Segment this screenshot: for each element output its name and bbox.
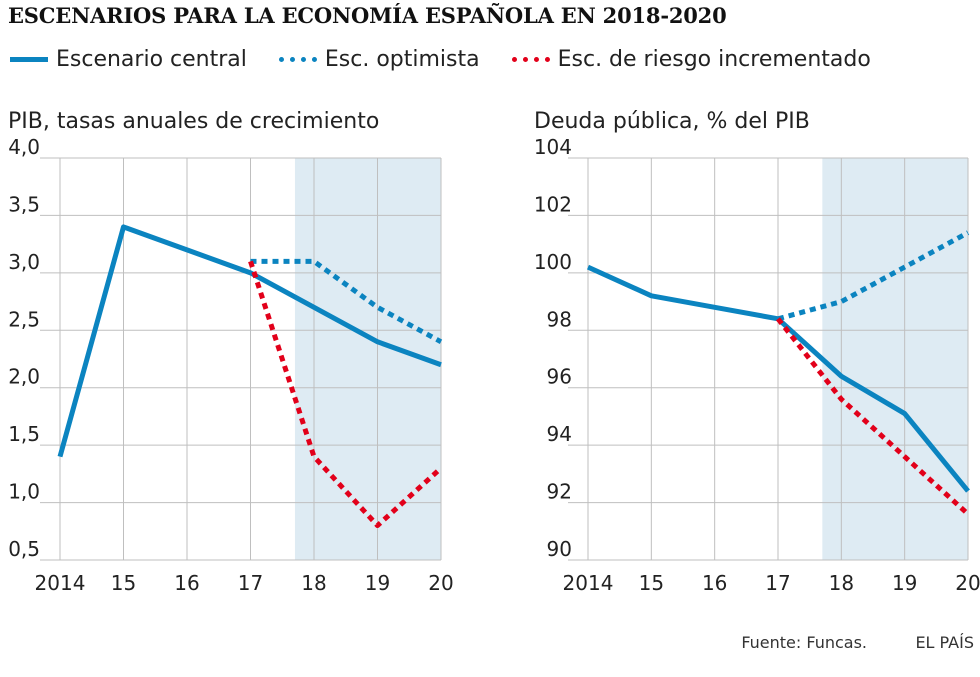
pib-xtick-label-0: 2014: [35, 571, 86, 595]
legend-swatch-optimista: [278, 56, 317, 62]
pib-forecast-shade: [294, 158, 441, 560]
deuda-forecast-shade: [822, 158, 968, 560]
pib-ytick-label-6: 3,5: [8, 192, 40, 216]
deuda-ytick-label-5: 100: [534, 250, 572, 274]
deuda-ytick-label-4: 98: [547, 307, 572, 331]
pib-xtick-label-1: 15: [111, 571, 136, 595]
pib-xtick-label-2: 16: [174, 571, 199, 595]
deuda-ytick-label-6: 102: [534, 192, 572, 216]
pib-xtick-label-3: 17: [238, 571, 263, 595]
pib-ytick-label-4: 2,5: [8, 307, 40, 331]
legend-label-central: Escenario central: [56, 46, 247, 72]
deuda-ytick-label-2: 94: [547, 422, 572, 446]
pib-xtick-label-5: 19: [365, 571, 390, 595]
deuda-xtick-label-3: 17: [765, 571, 790, 595]
deuda-ytick-label-3: 96: [547, 365, 572, 389]
legend-label-optimista: Esc. optimista: [324, 46, 480, 72]
pib-ytick-label-2: 1,5: [8, 422, 40, 446]
pib-ytick-label-0: 0,5: [8, 537, 40, 561]
footer-brand: EL PAÍS: [915, 633, 974, 652]
footer-source: Fuente: Funcas.: [741, 633, 867, 652]
deuda-title: Deuda pública, % del PIB: [534, 109, 810, 134]
deuda-xtick-label-4: 18: [829, 571, 854, 595]
deuda-chart: Deuda pública, % del PIB 90 92 94 96 98 100 102…: [534, 109, 980, 595]
pib-xtick-label-4: 18: [301, 571, 326, 595]
deuda-xtick-label-0: 2014: [563, 571, 614, 595]
pib-title: PIB, tasas anuales de crecimiento: [8, 109, 379, 134]
legend-label-riesgo: Esc. de riesgo incrementado: [557, 46, 871, 72]
legend-item-riesgo: Esc. de riesgo incrementado: [511, 46, 871, 72]
pib-series-riesgo: [248, 260, 443, 529]
deuda-series-riesgo: [776, 317, 970, 516]
deuda-ytick-label-0: 90: [547, 537, 572, 561]
pib-xtick-label-6: 20: [428, 571, 453, 595]
pib-series-optimista: [250, 258, 443, 344]
deuda-xtick-label-6: 20: [955, 571, 980, 595]
deuda-ytick-label-1: 92: [547, 480, 572, 504]
legend-swatch-central: [10, 56, 48, 62]
deuda-xtick-label-1: 15: [639, 571, 664, 595]
legend: Escenario central Esc. optimista Esc. de…: [10, 44, 903, 74]
legend-swatch-riesgo: [511, 56, 550, 62]
page-title: ESCENARIOS PARA LA ECONOMÍA ESPAÑOLA EN …: [8, 3, 727, 28]
deuda-ytick-label-7: 104: [534, 135, 572, 159]
pib-series-central: [57, 224, 442, 458]
pib-ytick-label-7: 4,0: [8, 135, 40, 159]
legend-item-optimista: Esc. optimista: [278, 46, 480, 72]
pib-ytick-label-1: 1,0: [8, 480, 40, 504]
deuda-xtick-label-2: 16: [702, 571, 727, 595]
deuda-xtick-label-5: 19: [892, 571, 917, 595]
legend-item-central: Escenario central: [10, 47, 247, 72]
pib-ytick-label-5: 3,0: [8, 250, 40, 274]
pib-chart: PIB, tasas anuales de crecimiento 0,5 1,0 1…: [8, 109, 454, 595]
pib-ytick-label-3: 2,0: [8, 365, 40, 389]
deuda-series-optimista: [777, 230, 970, 322]
